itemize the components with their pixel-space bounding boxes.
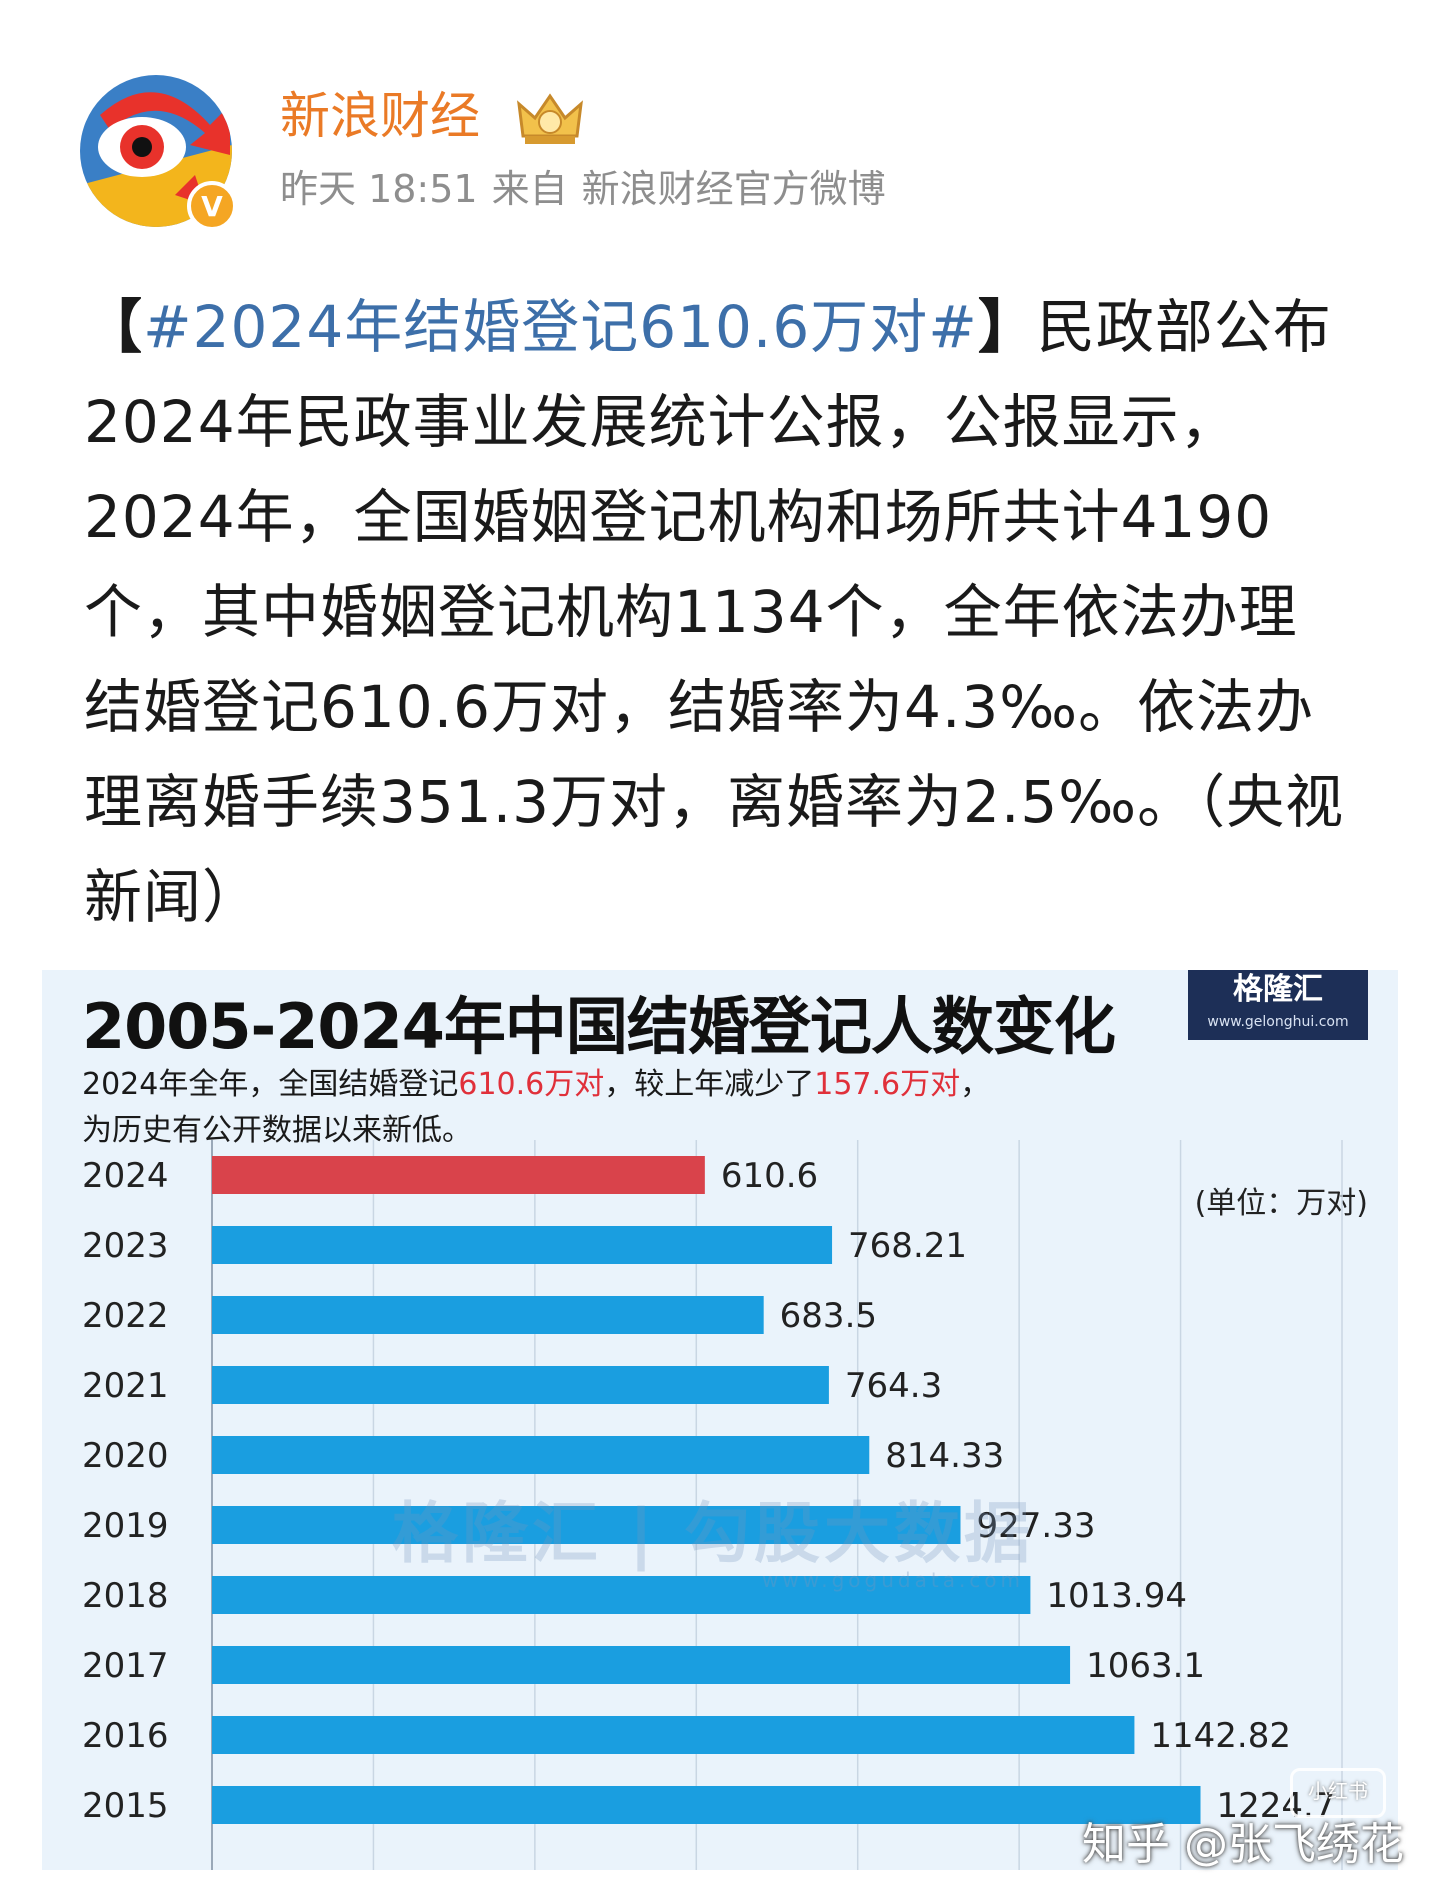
bar bbox=[212, 1156, 705, 1194]
data-label: 1063.1 bbox=[1086, 1646, 1205, 1686]
bar bbox=[212, 1296, 764, 1334]
hashtag-link[interactable]: #2024年结婚登记610.6万对# bbox=[143, 293, 978, 361]
chart-watermark: 格隆汇 | 勾股大数据 bbox=[392, 1495, 1035, 1572]
bar bbox=[212, 1646, 1071, 1684]
category-label: 2017 bbox=[82, 1646, 169, 1686]
unit-label: (单位：万对) bbox=[1194, 1186, 1368, 1221]
post-body: 民政部公布2024年民政事业发展统计公报，公报显示，2024年，全国婚姻登记机构… bbox=[84, 293, 1345, 931]
bar bbox=[212, 1716, 1135, 1754]
data-label: 768.21 bbox=[848, 1226, 967, 1266]
chart-title: 2005-2024年中国结婚登记人数变化 bbox=[82, 990, 1116, 1063]
post-text: 【#2024年结婚登记610.6万对#】民政部公布2024年民政事业发展统计公报… bbox=[84, 280, 1354, 945]
data-label: 683.5 bbox=[780, 1296, 877, 1336]
category-label: 2018 bbox=[82, 1576, 169, 1616]
chart-watermark-url: www.gogudata.com bbox=[762, 1568, 1025, 1592]
data-label: 927.33 bbox=[976, 1506, 1095, 1546]
category-label: 2019 bbox=[82, 1506, 169, 1546]
post-meta: 昨天 18:51 来自 新浪财经官方微博 bbox=[280, 164, 900, 214]
account-name[interactable]: 新浪财经 bbox=[280, 87, 480, 145]
category-label: 2020 bbox=[82, 1436, 169, 1476]
category-label: 2023 bbox=[82, 1226, 169, 1266]
post-source[interactable]: 新浪财经官方微博 bbox=[581, 167, 886, 211]
bar bbox=[212, 1436, 870, 1474]
chart-image[interactable]: 2005-2024年中国结婚登记人数变化 格隆汇 www.gelonghui.c… bbox=[42, 970, 1398, 1870]
bracket-left: 【 bbox=[84, 293, 144, 361]
data-label: 1142.82 bbox=[1150, 1716, 1291, 1756]
category-label: 2022 bbox=[82, 1296, 169, 1336]
data-label: 1224.7 bbox=[1217, 1786, 1336, 1826]
bracket-right: 】 bbox=[977, 293, 1037, 361]
brand-logo-box: 格隆汇 www.gelonghui.com bbox=[1188, 970, 1368, 1040]
xiaohongshu-watermark: 小红书 bbox=[1290, 1768, 1386, 1818]
subtitle-highlight: 157.6万对 bbox=[814, 1067, 961, 1102]
brand-url: www.gelonghui.com bbox=[1207, 1014, 1349, 1030]
subtitle-part: 2024年全年，全国结婚登记 bbox=[82, 1067, 459, 1102]
subtitle-part: ，较上年减少了 bbox=[604, 1067, 815, 1102]
bar bbox=[212, 1506, 961, 1544]
verified-badge: V bbox=[187, 181, 237, 231]
category-label: 2024 bbox=[82, 1156, 169, 1196]
subtitle-part: 为历史有公开数据以来新低。 bbox=[82, 1113, 472, 1148]
subtitle-part: ， bbox=[960, 1067, 991, 1102]
bar bbox=[212, 1226, 833, 1264]
bar-chart: 2024 610.6 2023 768.21 2022 683.5 2021 764.3 202… bbox=[82, 1140, 1343, 1870]
bar bbox=[212, 1576, 1031, 1614]
source-prefix: 来自 bbox=[491, 167, 568, 211]
chart-subtitle: 2024年全年，全国结婚登记610.6万对，较上年减少了157.6万对， 为历史有… bbox=[82, 1062, 1142, 1154]
crown-badge-icon bbox=[517, 93, 583, 144]
category-label: 2015 bbox=[82, 1786, 169, 1826]
post-time: 昨天 18:51 bbox=[280, 167, 478, 211]
data-label: 610.6 bbox=[721, 1156, 818, 1196]
data-label: 764.3 bbox=[845, 1366, 942, 1406]
category-label: 2016 bbox=[82, 1716, 169, 1756]
subtitle-highlight: 610.6万对 bbox=[458, 1067, 605, 1102]
data-label: 814.33 bbox=[885, 1436, 1004, 1476]
bar bbox=[212, 1366, 829, 1404]
data-label: 1013.94 bbox=[1046, 1576, 1187, 1616]
bar bbox=[212, 1786, 1201, 1824]
brand-logo: 格隆汇 bbox=[1233, 972, 1323, 1007]
zhihu-watermark: 知乎 @张飞绣花 bbox=[1082, 1819, 1404, 1870]
category-label: 2021 bbox=[82, 1366, 169, 1406]
